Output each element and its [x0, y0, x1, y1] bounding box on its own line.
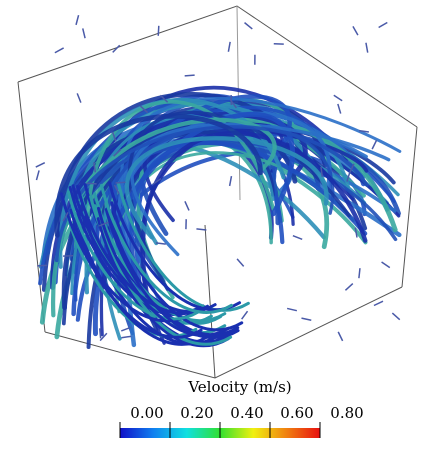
velocity-arrow [337, 331, 344, 342]
streamline [99, 183, 233, 314]
domain-box [17, 5, 418, 379]
velocity-arrow [228, 175, 233, 187]
velocity-arrow [54, 47, 65, 54]
velocity-arrow [86, 182, 97, 185]
streamline [130, 122, 391, 257]
velocity-arrow [378, 21, 388, 29]
streamline [116, 181, 250, 312]
colorbar-title: Velocity (m/s) [187, 378, 291, 396]
velocity-arrow [344, 282, 354, 291]
flow-scene [17, 5, 418, 379]
velocity-arrow [184, 74, 195, 77]
velocity-arrow [371, 139, 378, 150]
velocity-arrow [98, 328, 102, 339]
velocity-arrow [82, 28, 86, 39]
velocity-arrow [346, 171, 351, 182]
velocity-arrow [62, 212, 69, 222]
velocity-arrow [93, 162, 97, 173]
tick-label: 0.20 [180, 404, 213, 422]
velocity-arrow [113, 184, 120, 195]
streamline [124, 136, 329, 240]
streamline [66, 190, 200, 321]
velocity-arrow [120, 326, 131, 332]
velocity-arrow [98, 221, 109, 227]
streamline [110, 201, 244, 332]
streamline [54, 113, 263, 238]
velocity-arrow [352, 26, 359, 36]
velocity-arrow [333, 94, 343, 102]
velocity-arrow [358, 268, 361, 279]
velocity-arrow [292, 234, 303, 241]
velocity-arrow [35, 170, 40, 181]
tick-label: 0.80 [330, 404, 363, 422]
velocity-arrow [391, 312, 401, 321]
velocity-arrow [236, 258, 245, 267]
velocity-arrow [349, 163, 355, 174]
tick-label: 0.40 [230, 404, 263, 422]
velocity-arrow [286, 307, 298, 312]
tick-label: 0.60 [280, 404, 313, 422]
velocity-arrow [112, 44, 121, 53]
velocity-arrow [365, 42, 369, 53]
velocity-arrow [121, 335, 132, 339]
velocity-arrow [152, 178, 162, 185]
velocity-arrow [157, 25, 160, 36]
velocity-arrow [115, 181, 126, 184]
velocity-arrow [381, 261, 391, 269]
streamline [51, 117, 277, 318]
velocity-arrow [35, 162, 46, 168]
velocity-arrow [373, 300, 384, 307]
velocity-arrow [75, 15, 80, 26]
velocity-arrow [320, 166, 324, 177]
streamline [104, 207, 238, 338]
velocity-arrow [196, 228, 207, 231]
streamline [119, 96, 402, 307]
velocity-arrow [354, 227, 358, 238]
velocity-arrow [229, 99, 238, 109]
velocity-arrow [155, 242, 166, 245]
velocity-arrow [358, 129, 369, 133]
streamline [69, 208, 203, 339]
velocity-arrow [337, 103, 342, 114]
velocity-arrow [111, 131, 117, 142]
streamline [76, 184, 210, 315]
velocity-arrow [181, 166, 192, 172]
velocity-arrow [244, 22, 253, 30]
velocity-arrow [63, 254, 74, 257]
velocity-arrow [159, 94, 169, 103]
tick-label: 0.00 [130, 404, 163, 422]
velocity-arrow [184, 200, 190, 211]
velocity-arrow [99, 332, 108, 342]
velocity-arrow [139, 105, 149, 114]
velocity-arrow [227, 41, 231, 52]
velocity-arrow [113, 148, 122, 157]
velocity-arrow [76, 93, 82, 103]
velocity-arrow [301, 317, 312, 321]
velocity-arrow [241, 310, 249, 320]
